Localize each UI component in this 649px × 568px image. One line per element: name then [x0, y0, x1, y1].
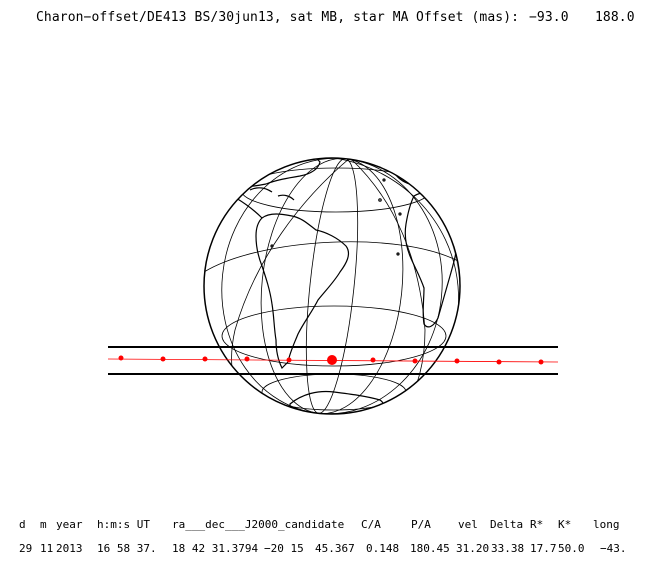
col-header-ca: C/A [361, 518, 381, 531]
track-dot [370, 357, 376, 363]
track-dot [160, 356, 166, 362]
track-dots [118, 355, 544, 365]
track-dot [118, 355, 124, 361]
value-ra: 18 42 31.3794 [172, 542, 259, 555]
col-header-time: h:m:s UT [97, 518, 150, 531]
col-header-kstar: K* [558, 518, 572, 531]
value-year: 2013 [56, 542, 83, 555]
track-dot [202, 356, 208, 362]
track-dot [412, 358, 418, 364]
value-ca: 0.148 [366, 542, 400, 555]
track-dot [286, 357, 292, 363]
value-long: −43. [600, 542, 627, 555]
col-header-year: year [56, 518, 83, 531]
value-pa: 180.45 [410, 542, 450, 555]
col-header-pa: P/A [411, 518, 431, 531]
value-kstar: 50.0 [558, 542, 585, 555]
offset-label: Offset (mas): [416, 10, 520, 25]
col-header-d: d [19, 518, 26, 531]
track-dot [244, 356, 250, 362]
col-header-delta: Delta [490, 518, 524, 531]
value-dec: −20 15 [264, 542, 304, 555]
col-header-long: long [593, 518, 620, 531]
offset-x-value: −93.0 [529, 10, 569, 25]
col-header-m: m [40, 518, 47, 531]
col-header-rstar: R* [530, 518, 544, 531]
track-dot [454, 358, 460, 364]
value-vel: 31.20 [456, 542, 490, 555]
globe-outline [203, 157, 461, 415]
value-month: 11 [40, 542, 54, 555]
track-dot [538, 359, 544, 365]
value-time: 16 58 37. [97, 542, 157, 555]
value-dec-sec: 45.367 [315, 542, 355, 555]
night-shade [410, 158, 460, 410]
value-delta: 33.38 [491, 542, 525, 555]
col-header-radec: ra___dec___J2000_candidate [172, 518, 345, 531]
offset-y-value: 188.0 [595, 10, 635, 25]
track-dot-center [327, 355, 337, 365]
value-rstar: 17.7 [530, 542, 557, 555]
plot-title: Charon−offset/DE413 BS/30jun13, sat MB, … [36, 10, 409, 25]
track-dot [496, 359, 502, 365]
col-header-vel: vel [458, 518, 478, 531]
value-day: 29 [19, 542, 33, 555]
